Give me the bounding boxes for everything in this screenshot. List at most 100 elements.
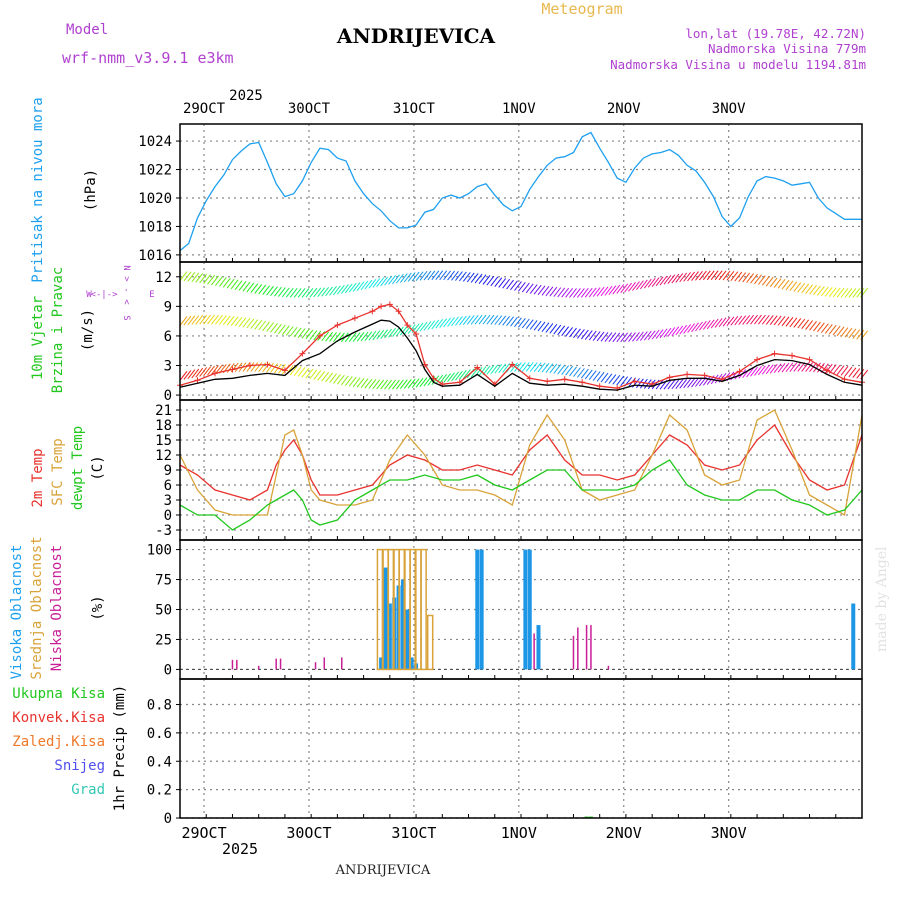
wind-barb <box>384 379 392 390</box>
gust-marker <box>413 330 420 337</box>
wind-barb <box>545 363 554 373</box>
wind-barb <box>679 379 688 389</box>
wind-barb <box>569 288 577 298</box>
cloud-bar-mid <box>409 548 416 671</box>
wind-barb <box>521 318 530 329</box>
wind-barb <box>848 367 857 378</box>
wind-barb <box>765 276 774 287</box>
y-tick-label: 6 <box>164 329 172 345</box>
wind-barb <box>655 276 664 287</box>
wind-barb <box>706 270 715 281</box>
wind-barb <box>525 319 534 329</box>
cloud-bar-mid <box>420 548 427 671</box>
wind-barb <box>537 321 546 332</box>
wind-barb <box>726 271 735 281</box>
wind-barb <box>612 332 621 343</box>
wind-barb <box>285 287 294 298</box>
wind-barb <box>840 288 849 298</box>
wind-barb <box>199 314 208 325</box>
wind-barb <box>411 378 420 388</box>
wind-barb <box>659 275 668 286</box>
wind-barb <box>356 281 365 291</box>
wind-barb <box>396 326 404 337</box>
y-tick-label: 100 <box>147 543 172 559</box>
wind-barb <box>490 315 499 325</box>
wind-barb <box>392 274 400 285</box>
wind-barb <box>293 327 302 338</box>
wind-barb <box>403 325 412 335</box>
wind-barb <box>852 368 861 378</box>
wind-barb <box>364 378 373 389</box>
series-line-udari-vjetra-gust- <box>179 303 863 389</box>
svg-text:-: - <box>121 287 131 292</box>
wind-barb <box>809 284 817 295</box>
wind-barb <box>639 331 648 341</box>
wind-barb-row <box>179 362 869 390</box>
wind-barb <box>836 365 845 376</box>
day-label-top: 29OCT <box>183 101 226 117</box>
wind-barb <box>620 376 629 386</box>
wind-barb <box>517 282 526 292</box>
wind-barb <box>840 366 849 376</box>
wind-barb <box>659 328 668 339</box>
wind-barb <box>250 283 259 294</box>
wind-barb <box>577 368 585 378</box>
wind-barb <box>238 317 247 327</box>
wind-barb <box>435 374 444 385</box>
wind-barb <box>486 365 495 375</box>
day-label-bottom: 31OCT <box>391 824 436 842</box>
svg-text:>: > <box>121 276 131 282</box>
wind-barb <box>309 287 318 298</box>
wind-barb <box>722 270 731 281</box>
wind-barb <box>254 284 263 294</box>
wind-barb <box>584 330 593 340</box>
wind-barb <box>549 363 558 374</box>
wind-barb <box>557 287 566 298</box>
wind-barb <box>569 327 577 338</box>
wind-barb <box>608 374 617 384</box>
wind-barb <box>557 325 566 336</box>
bar-cloud_low <box>275 658 277 670</box>
y-tick-label: 15 <box>155 433 172 449</box>
wind-barb <box>612 284 621 295</box>
wind-barb <box>199 367 208 377</box>
wind-barb <box>683 324 692 334</box>
wind-barb <box>336 284 345 295</box>
wind-barb <box>592 287 601 297</box>
wind-barb <box>490 276 499 287</box>
wind-barb <box>667 379 676 390</box>
gust-marker <box>509 361 516 368</box>
temp-title-2: SFC Temp <box>50 438 66 505</box>
wind-barb <box>447 372 455 383</box>
wind-barb <box>604 285 613 296</box>
wind-barb <box>443 317 452 328</box>
wind-barb <box>730 271 739 281</box>
wind-barb <box>809 320 817 331</box>
wind-barb <box>643 330 652 341</box>
wind-barb <box>710 270 719 281</box>
wind-barb <box>431 319 440 330</box>
wind-barb <box>561 287 570 298</box>
y-tick-label: 0.6 <box>147 726 172 742</box>
wind-barb <box>844 327 853 338</box>
wind-barb <box>478 366 487 376</box>
wind-barb <box>596 286 605 297</box>
wind-barb-row <box>179 314 869 343</box>
model-name: wrf-nmm_v3.9.1 e3km <box>62 49 234 67</box>
wind-barb <box>769 315 778 325</box>
gust-marker <box>684 371 691 378</box>
bar-cloud_high <box>536 625 541 670</box>
wind-barb <box>545 286 554 297</box>
y-tick-label: 1024 <box>138 134 172 150</box>
wind-barb <box>525 283 534 294</box>
y-tick-label: 25 <box>155 632 172 648</box>
wind-barb <box>352 332 361 342</box>
wind-barb <box>663 275 672 285</box>
wind-barb <box>234 280 243 290</box>
bar-cloud_low <box>607 665 610 670</box>
wind-barb <box>368 330 377 341</box>
wind-barb <box>746 314 754 325</box>
wind-barb <box>844 366 853 377</box>
wind-barb <box>588 330 597 341</box>
wind-barb <box>462 272 471 282</box>
